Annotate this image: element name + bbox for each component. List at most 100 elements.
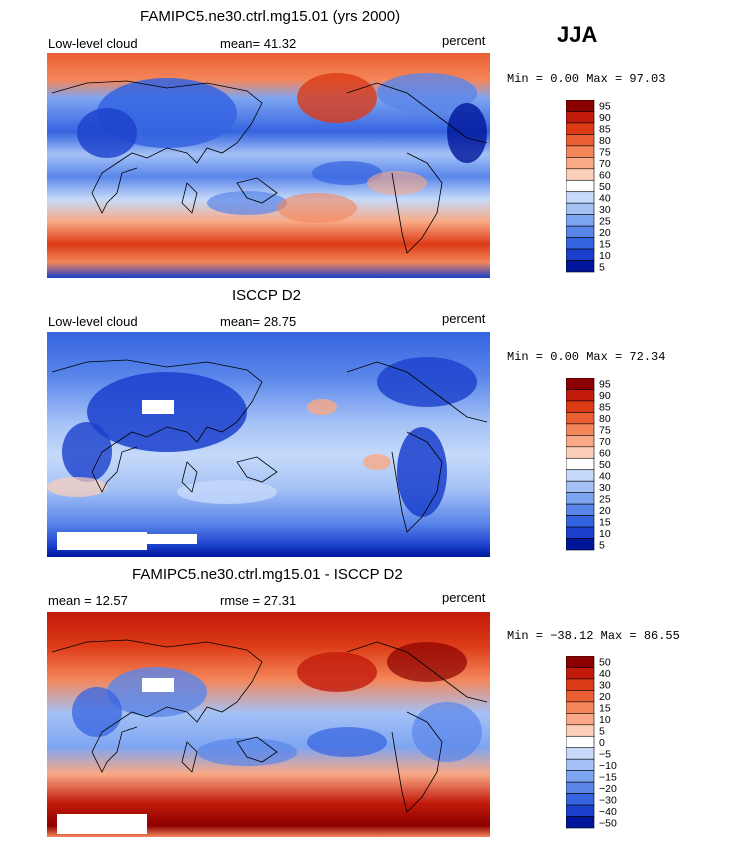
- colorbar-tick-label: 5: [599, 261, 605, 273]
- colorbar-tick-label: 40: [599, 470, 611, 482]
- panel3-title: FAMIPC5.ne30.ctrl.mg15.01 - ISCCP D2: [132, 566, 403, 583]
- colorbar-tick-label: 70: [599, 436, 611, 448]
- colorbar-swatch: [566, 804, 595, 817]
- colorbar-swatch: [566, 503, 595, 516]
- panel3-rmse: rmse = 27.31: [220, 593, 297, 608]
- colorbar-swatch: [566, 378, 595, 390]
- colorbar-tick-label: −30: [599, 794, 617, 806]
- panel2-title: ISCCP D2: [232, 287, 301, 304]
- colorbar-swatch: [566, 515, 595, 528]
- colorbar-tick-label: 95: [599, 379, 611, 391]
- colorbar-tick-label: 20: [599, 227, 611, 239]
- colorbar-tick-label: 70: [599, 158, 611, 170]
- panel1-map: [47, 53, 490, 278]
- colorbar-tick-label: −50: [599, 817, 617, 829]
- colorbar-swatch: [566, 747, 595, 760]
- colorbar-swatch: [566, 179, 595, 193]
- colorbar-swatch: [566, 538, 595, 551]
- colorbar-tick-label: 40: [599, 192, 611, 204]
- colorbar-swatch: [566, 667, 595, 680]
- colorbar-swatch: [566, 191, 595, 204]
- panel3-map: [47, 612, 490, 837]
- panel1-units: percent: [442, 33, 486, 48]
- colorbar-tick-label: 75: [599, 147, 611, 159]
- colorbar-swatch: [566, 457, 595, 471]
- colorbar-swatch: [566, 100, 595, 112]
- colorbar-swatch: [566, 724, 595, 737]
- panel1-field-label: Low-level cloud: [48, 36, 138, 51]
- panel1-mean: mean= 41.32: [220, 36, 297, 51]
- colorbar-tick-label: 20: [599, 691, 611, 703]
- colorbar-tick-label: 80: [599, 413, 611, 425]
- colorbar-swatch: [566, 781, 595, 794]
- colorbar-swatch: [566, 793, 595, 806]
- colorbar-swatch: [566, 225, 595, 238]
- panel2-minmax: Min = 0.00 Max = 72.34: [507, 350, 666, 364]
- colorbar-swatch: [566, 469, 595, 482]
- colorbar-swatch: [566, 145, 595, 158]
- colorbar-swatch: [566, 758, 595, 771]
- colorbar-tick-label: 25: [599, 215, 611, 227]
- colorbar-tick-label: −20: [599, 783, 617, 795]
- colorbar-tick-label: 60: [599, 170, 611, 182]
- colorbar-tick-label: 10: [599, 714, 611, 726]
- colorbar-swatch: [566, 202, 595, 215]
- colorbar-swatch: [566, 423, 595, 436]
- colorbar-tick-label: 30: [599, 482, 611, 494]
- colorbar-swatch: [566, 735, 595, 749]
- panel3-mean: mean = 12.57: [48, 593, 128, 608]
- colorbar-swatch: [566, 260, 595, 273]
- colorbar-swatch: [566, 713, 595, 726]
- panel1-minmax: Min = 0.00 Max = 97.03: [507, 72, 666, 86]
- colorbar-swatch: [566, 248, 595, 261]
- colorbar-swatch: [566, 656, 595, 668]
- panel2-mean: mean= 28.75: [220, 314, 297, 329]
- colorbar-tick-label: 0: [599, 737, 605, 749]
- colorbar-swatch: [566, 816, 595, 829]
- colorbar-tick-label: 15: [599, 516, 611, 528]
- colorbar-swatch: [566, 134, 595, 147]
- colorbar-tick-label: 5: [599, 726, 605, 738]
- panel3-units: percent: [442, 590, 486, 605]
- colorbar-tick-label: 80: [599, 135, 611, 147]
- colorbar-tick-label: 95: [599, 101, 611, 113]
- colorbar-swatch: [566, 690, 595, 703]
- colorbar-tick-label: 30: [599, 204, 611, 216]
- colorbar-swatch: [566, 412, 595, 425]
- colorbar-swatch: [566, 492, 595, 505]
- season-label: JJA: [557, 22, 598, 47]
- colorbar-tick-label: −5: [599, 748, 611, 760]
- colorbar-tick-label: 90: [599, 112, 611, 124]
- colorbar-tick-label: 5: [599, 539, 605, 551]
- colorbar-swatch: [566, 701, 595, 714]
- colorbar-tick-label: 10: [599, 250, 611, 262]
- colorbar-tick-label: 85: [599, 124, 611, 136]
- colorbar-tick-label: 75: [599, 425, 611, 437]
- colorbar-tick-label: 30: [599, 680, 611, 692]
- colorbar-swatch: [566, 400, 595, 413]
- colorbar-swatch: [566, 389, 595, 402]
- colorbar-swatch: [566, 480, 595, 493]
- colorbar-tick-label: −40: [599, 806, 617, 818]
- panel2-field-label: Low-level cloud: [48, 314, 138, 329]
- colorbar-tick-label: 10: [599, 528, 611, 540]
- colorbar-tick-label: 25: [599, 493, 611, 505]
- colorbar-swatch: [566, 111, 595, 124]
- colorbar-tick-label: 40: [599, 668, 611, 680]
- colorbar-swatch: [566, 214, 595, 227]
- colorbar-tick-label: −10: [599, 760, 617, 772]
- colorbar-swatch: [566, 168, 595, 181]
- colorbar-tick-label: 20: [599, 505, 611, 517]
- colorbar-swatch: [566, 678, 595, 691]
- colorbar-tick-label: 50: [599, 181, 611, 193]
- panel2-map: [47, 332, 490, 557]
- panel3-minmax: Min = −38.12 Max = 86.55: [507, 629, 680, 643]
- colorbar-tick-label: 60: [599, 448, 611, 460]
- colorbar-tick-label: 15: [599, 703, 611, 715]
- colorbar-tick-label: 50: [599, 657, 611, 669]
- colorbar-swatch: [566, 122, 595, 135]
- panel1-title: FAMIPC5.ne30.ctrl.mg15.01 (yrs 2000): [140, 8, 401, 25]
